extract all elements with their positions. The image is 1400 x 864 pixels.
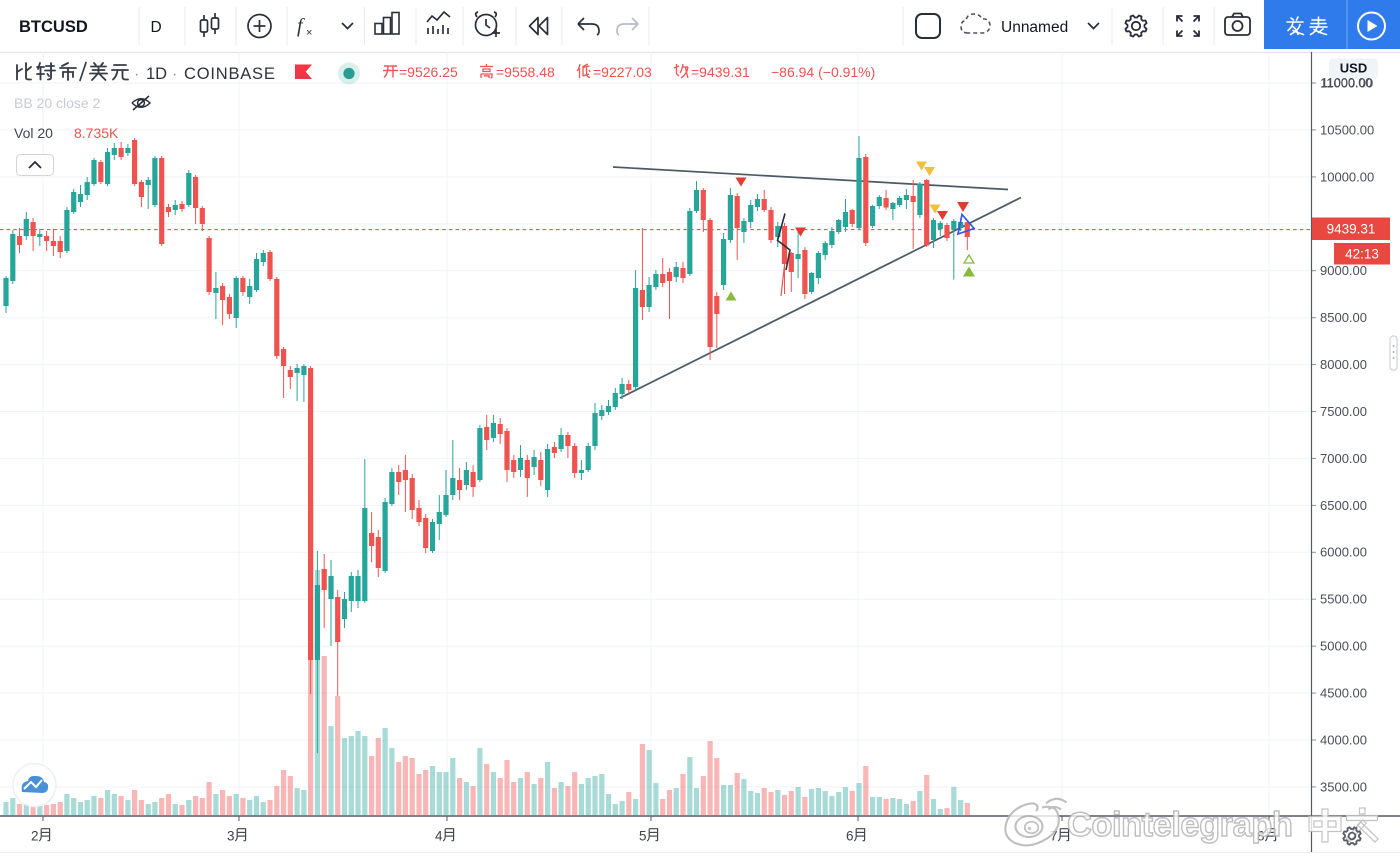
svg-text:4000.00: 4000.00 bbox=[1320, 732, 1367, 747]
svg-text:USD: USD bbox=[1340, 61, 1367, 76]
svg-text:8: 8 bbox=[1257, 829, 1265, 844]
svg-text:2: 2 bbox=[31, 829, 39, 844]
svg-text:Vol 20: Vol 20 bbox=[14, 125, 53, 141]
svg-text:3: 3 bbox=[227, 829, 235, 844]
svg-text:·: · bbox=[172, 66, 177, 83]
svg-text:Cointelegraph: Cointelegraph bbox=[1067, 806, 1292, 844]
svg-text:11000.00: 11000.00 bbox=[1321, 76, 1372, 90]
svg-text:7000.00: 7000.00 bbox=[1320, 451, 1367, 466]
svg-text:42:13: 42:13 bbox=[1345, 247, 1379, 262]
svg-text:=9227.03: =9227.03 bbox=[593, 64, 652, 80]
svg-text:BTCUSD: BTCUSD bbox=[19, 18, 88, 36]
svg-text:Unnamed: Unnamed bbox=[1001, 19, 1068, 36]
svg-text:−86.94 (−0.91%): −86.94 (−0.91%) bbox=[771, 64, 875, 80]
svg-text:4: 4 bbox=[435, 829, 443, 844]
svg-text:×: × bbox=[306, 27, 312, 39]
svg-text:5: 5 bbox=[639, 829, 647, 844]
svg-text:8.735K: 8.735K bbox=[74, 125, 119, 141]
svg-text:COINBASE: COINBASE bbox=[184, 65, 276, 83]
svg-text:f: f bbox=[297, 15, 305, 37]
svg-text:1D: 1D bbox=[146, 65, 167, 83]
svg-text:8000.00: 8000.00 bbox=[1320, 357, 1367, 372]
svg-text:6500.00: 6500.00 bbox=[1320, 498, 1367, 513]
svg-text:=9526.25: =9526.25 bbox=[399, 64, 458, 80]
svg-text:7500.00: 7500.00 bbox=[1320, 404, 1367, 419]
svg-text:D: D bbox=[151, 19, 162, 36]
svg-text:9439.31: 9439.31 bbox=[1327, 222, 1376, 237]
svg-text:11000.00: 11000.00 bbox=[1320, 75, 1373, 90]
svg-text:·: · bbox=[134, 66, 139, 83]
svg-text:9000.00: 9000.00 bbox=[1320, 263, 1367, 278]
svg-text:8500.00: 8500.00 bbox=[1320, 310, 1367, 325]
svg-text:5000.00: 5000.00 bbox=[1320, 639, 1367, 654]
svg-text:6000.00: 6000.00 bbox=[1320, 545, 1367, 560]
svg-text:10000.00: 10000.00 bbox=[1320, 169, 1374, 184]
svg-text:=9439.31: =9439.31 bbox=[691, 64, 750, 80]
svg-text:=9558.48: =9558.48 bbox=[496, 64, 555, 80]
svg-text:10500.00: 10500.00 bbox=[1320, 122, 1374, 137]
svg-text:4500.00: 4500.00 bbox=[1320, 686, 1367, 701]
svg-text:5500.00: 5500.00 bbox=[1320, 592, 1367, 607]
svg-text:7: 7 bbox=[1050, 829, 1058, 844]
svg-text:BB 20 close 2: BB 20 close 2 bbox=[14, 95, 101, 111]
svg-text:3500.00: 3500.00 bbox=[1320, 779, 1367, 794]
svg-text:6: 6 bbox=[846, 829, 854, 844]
